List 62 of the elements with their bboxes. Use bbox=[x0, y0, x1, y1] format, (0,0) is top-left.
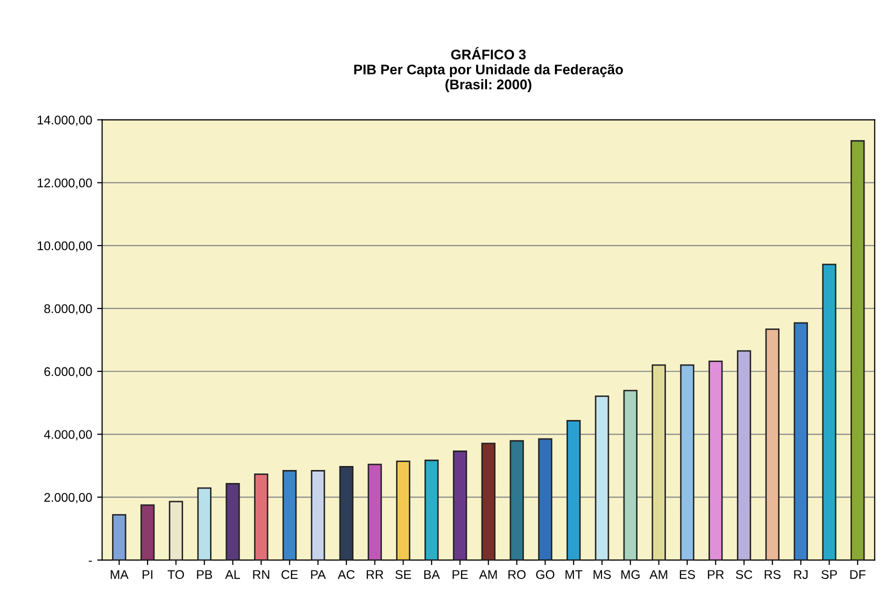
bar bbox=[566, 420, 581, 560]
x-tick-label: RS bbox=[764, 570, 781, 579]
x-tick-label: RR bbox=[366, 570, 384, 579]
x-tick-label: SE bbox=[395, 570, 411, 579]
y-tick-label: 10.000,00 bbox=[38, 241, 92, 252]
bar bbox=[510, 440, 524, 560]
y-tick-label: 2.000,00 bbox=[44, 492, 92, 504]
bar bbox=[226, 482, 240, 560]
x-tick-label: SP bbox=[821, 570, 837, 579]
x-tick-label: MS bbox=[594, 570, 611, 579]
x-tick-label: AM bbox=[479, 570, 497, 579]
x-tick-label: RO bbox=[508, 570, 526, 579]
y-tick-label: 8.000,00 bbox=[44, 304, 92, 315]
x-tick-label: PE bbox=[452, 570, 468, 579]
y-tick-label: 6.000,00 bbox=[44, 367, 92, 378]
x-tick-label: MA bbox=[110, 570, 129, 579]
bar bbox=[623, 390, 638, 560]
y-tick-label: - bbox=[88, 560, 92, 562]
bar bbox=[481, 442, 496, 560]
bar bbox=[452, 450, 468, 560]
y-tick-label: 4.000,00 bbox=[44, 430, 92, 440]
bar bbox=[282, 470, 297, 560]
bar bbox=[850, 140, 865, 560]
bar bbox=[538, 438, 552, 560]
y-tick-label: 12.000,00 bbox=[38, 178, 92, 189]
bar bbox=[794, 322, 808, 560]
x-tick-label: AM bbox=[649, 570, 668, 579]
bar bbox=[652, 364, 666, 560]
x-tick-label: SC bbox=[736, 570, 752, 579]
x-tick-label: AL bbox=[225, 570, 240, 579]
x-tick-label: PR bbox=[708, 570, 724, 579]
bar bbox=[680, 364, 694, 560]
bar bbox=[708, 360, 723, 560]
x-tick-label: GO bbox=[536, 570, 554, 579]
bar bbox=[594, 396, 610, 560]
x-tick-label: MG bbox=[621, 570, 640, 579]
bar bbox=[339, 466, 354, 560]
bar bbox=[396, 460, 410, 560]
bar bbox=[736, 350, 752, 560]
bar bbox=[822, 264, 836, 560]
bar bbox=[112, 514, 126, 560]
x-tick-label: MT bbox=[566, 570, 582, 579]
bar bbox=[765, 328, 780, 560]
x-tick-label: DF bbox=[850, 570, 866, 579]
y-tick-label: 14.000,00 bbox=[38, 116, 92, 126]
chart-title: GRÁFICO 3 PIB Per Capta por Unidade da Federação (Brasil: 2000) bbox=[354, 47, 623, 92]
bar bbox=[310, 470, 326, 560]
bar bbox=[254, 474, 268, 560]
x-tick-label: TO bbox=[168, 570, 184, 579]
x-tick-label: BA bbox=[424, 570, 440, 579]
x-tick-label: PB bbox=[197, 570, 212, 579]
x-tick-label: ES bbox=[680, 570, 695, 579]
bar bbox=[424, 460, 439, 560]
x-tick-label: PI bbox=[142, 570, 152, 579]
x-tick-label: AC bbox=[338, 570, 355, 579]
x-tick-label: RN bbox=[253, 570, 270, 579]
x-tick-label: RJ bbox=[794, 570, 808, 579]
bar bbox=[140, 504, 155, 560]
x-tick-label: CE bbox=[282, 570, 298, 579]
bar bbox=[197, 487, 212, 560]
x-tick-label: PA bbox=[311, 570, 326, 579]
bar bbox=[368, 464, 382, 560]
